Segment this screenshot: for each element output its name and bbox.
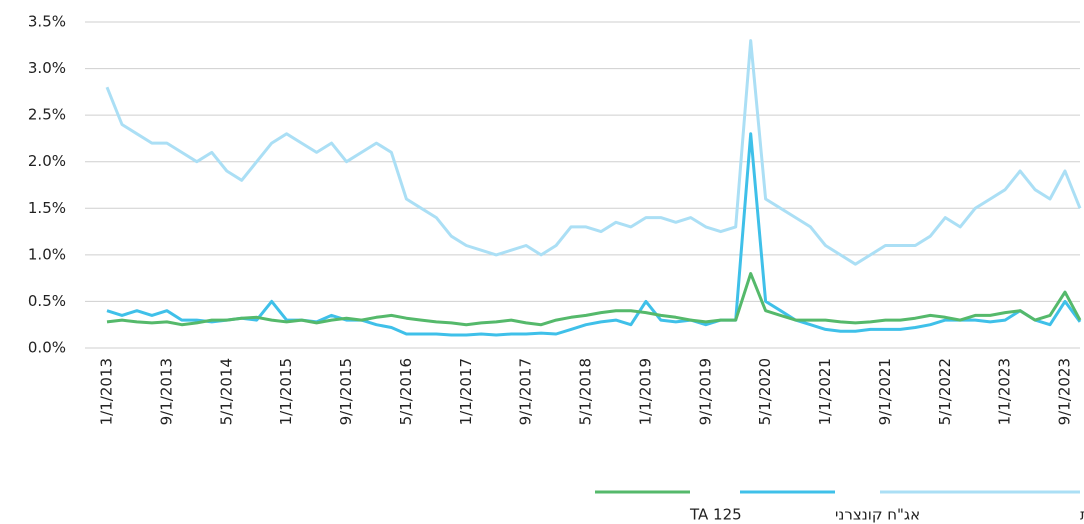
y-tick-label: 2.0% <box>28 152 66 170</box>
y-tick-label: 1.5% <box>28 199 66 217</box>
legend-label: TA 125 <box>689 506 742 524</box>
legend-label: מניות ויחידות השתתפות <box>1080 506 1084 524</box>
series-line <box>105 39 1082 266</box>
x-tick-label: 5/1/2014 <box>217 358 235 425</box>
x-tick-label: 1/1/2019 <box>636 358 654 425</box>
y-tick-label: 2.5% <box>28 106 66 124</box>
x-tick-label: 5/1/2018 <box>577 358 595 425</box>
x-tick-label: 9/1/2019 <box>696 358 714 425</box>
series-line <box>106 272 1082 327</box>
x-tick-label: 9/1/2013 <box>157 358 175 425</box>
y-tick-label: 3.5% <box>28 13 66 31</box>
y-tick-label: 3.0% <box>28 59 66 77</box>
x-tick-label: 1/1/2017 <box>457 358 475 425</box>
y-tick-label: 0.0% <box>28 339 66 357</box>
x-tick-label: 1/1/2021 <box>816 358 834 425</box>
x-tick-label: 5/1/2022 <box>936 358 954 425</box>
x-tick-label: 1/1/2015 <box>277 358 295 425</box>
x-tick-label: 1/1/2023 <box>996 358 1014 425</box>
x-tick-label: 1/1/2013 <box>98 358 116 425</box>
x-tick-label: 9/1/2021 <box>876 358 894 425</box>
series-line <box>106 132 1082 337</box>
x-tick-label: 9/1/2017 <box>517 358 535 425</box>
y-tick-label: 0.5% <box>28 292 66 310</box>
legend-label: אג"ח קונצרני <box>835 506 920 524</box>
x-tick-label: 5/1/2020 <box>756 358 774 425</box>
x-tick-label: 5/1/2016 <box>397 358 415 425</box>
x-tick-label: 9/1/2015 <box>337 358 355 425</box>
x-tick-label: 9/1/2023 <box>1056 358 1074 425</box>
y-tick-label: 1.0% <box>28 245 66 263</box>
